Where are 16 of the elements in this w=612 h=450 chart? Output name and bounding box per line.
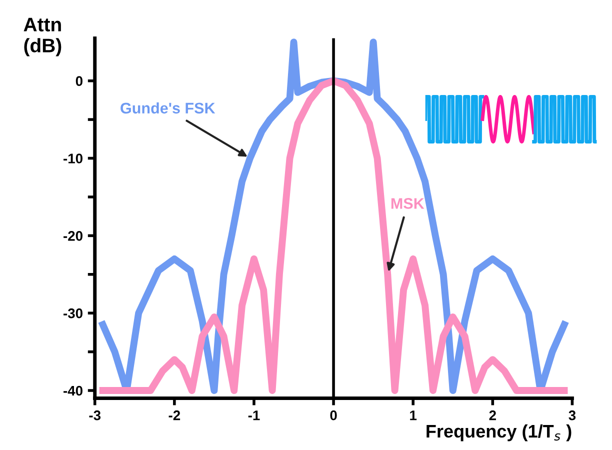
x-tick-label: 0 [330,410,337,420]
x-tick-label: 3 [568,410,576,420]
x-tick-label: -3 [89,410,101,420]
x-axis-title: Frequency (1/T$_{s}$ ) [426,424,572,442]
x-tick-label: -2 [168,410,180,420]
y-tick-label: -30 [64,308,82,318]
y-axis-title: Attn (dB) [24,18,62,56]
y-tick-label: -40 [64,386,82,396]
series-label: MSK [391,198,424,209]
x-tick-label: 2 [489,410,496,420]
y-tick-label: 0 [76,76,82,86]
x-tick-label: 1 [410,410,417,420]
y-tick-label: -20 [64,231,82,241]
y-tick-label: -10 [64,154,82,164]
x-tick-label: -1 [248,410,260,420]
text: Gunde's FSK [120,102,216,114]
